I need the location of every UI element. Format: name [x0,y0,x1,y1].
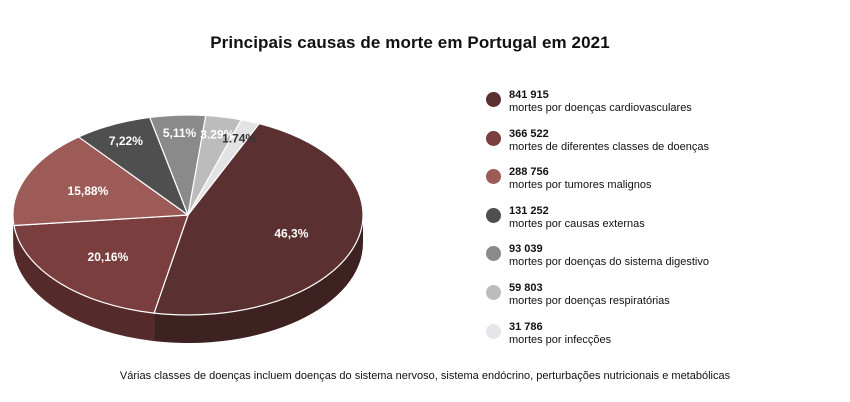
slice-label-4: 5,11% [163,126,197,140]
legend-value: 59 803 [509,281,543,294]
legend-item: 288 756 mortes por tumores malignos [484,165,824,204]
slice-side-0 [154,215,363,344]
legend-value: 841 915 [509,89,549,101]
chart-title: Principais causas de morte em Portugal e… [210,33,610,52]
legend-swatch [486,92,501,107]
legend-value: 131 252 [509,204,549,217]
legend-item: 31 786 mortes por infecções [484,320,824,359]
legend-label: mortes por doenças respiratórias [509,294,670,307]
slice-side-1 [13,225,155,342]
pie-labels: 46,3% 20,16% 15,88% 7,22% 5,11% 3.29%1.74% [68,126,309,264]
legend-swatch [486,130,501,146]
pie-chart: 46,3% 20,16% 15,88% 7,22% 5,11% 3.29%1.74% [12,114,364,344]
legend-label: mortes de diferentes classes de doenças [509,140,709,153]
legend-swatch [486,246,501,262]
pie-slice-1 [13,214,189,314]
pie-tops [12,114,364,316]
slice-label-5: 3.29% [200,128,234,142]
legend-swatch [486,284,501,300]
legend-item: 366 522 mortes de diferentes classes de d… [484,127,824,166]
legend-swatch [486,207,501,223]
legend-label: mortes por causas externas [509,217,645,230]
pie-slice-6 [187,119,260,216]
legend-swatch [486,169,501,185]
slice-label-6: 1.74% [222,131,256,145]
legend-item: 59 803 mortes por doenças respiratórias [484,281,824,320]
legend-item: 93 039 mortes por doenças do sistema dige… [484,242,824,281]
legend-label: mortes por doenças cardiovasculares [509,102,692,114]
legend-value: 31 786 [509,320,543,333]
legend-value: 366 522 [509,127,549,140]
legend-item: 131 252 mortes por causas externas [484,204,824,243]
slice-label-0: 46,3% [274,227,308,241]
legend-item: 841 915 mortes por doenças cardiovascular… [484,88,824,127]
legend-value: 93 039 [509,243,543,256]
legend-label: mortes por tumores malignos [509,179,652,192]
footnote: Várias classes de doenças incluem doença… [119,370,731,382]
legend: 841 915 mortes por doenças cardiovascular… [484,88,824,358]
legend-swatch [486,323,501,339]
pie-slice-2 [12,136,189,227]
slice-label-1: 20,16% [88,250,129,264]
legend-value: 288 756 [509,166,549,179]
slice-label-3: 7,22% [109,134,143,148]
legend-label: mortes por infecções [509,333,612,346]
legend-label: mortes por doenças do sistema digestivo [509,256,709,269]
pie-slice-0 [153,123,364,316]
slice-label-2: 15,88% [68,184,109,198]
